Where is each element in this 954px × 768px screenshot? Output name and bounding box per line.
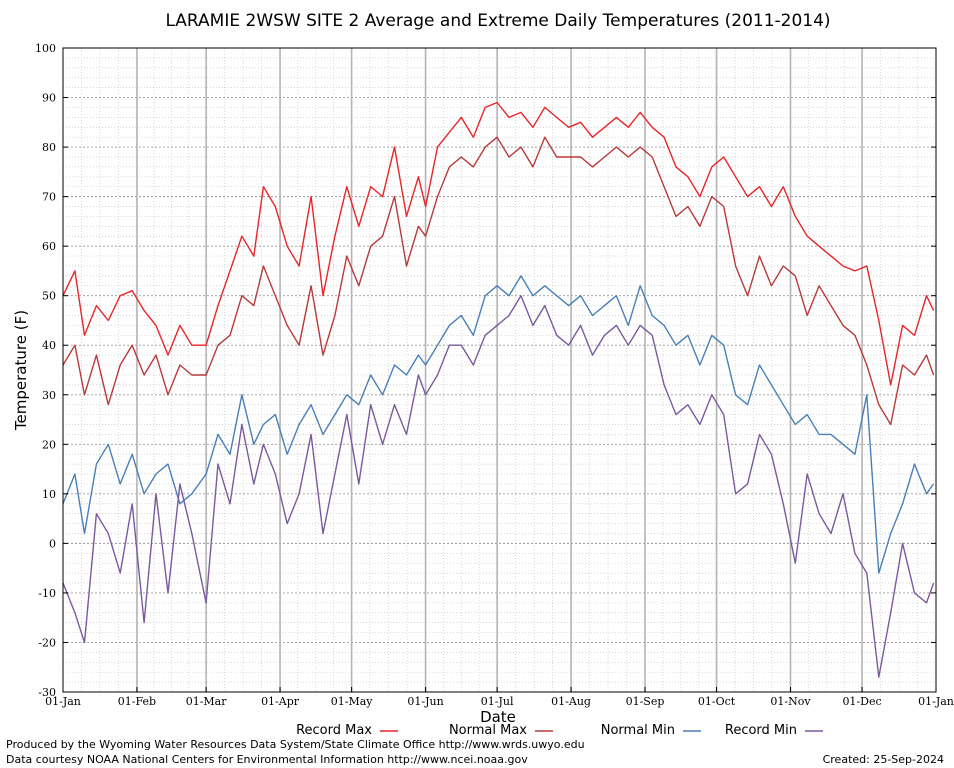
x-tick-label: 01-Apr (261, 695, 300, 708)
y-tick-label: 90 (42, 92, 56, 105)
x-tick-label: 01-Oct (698, 695, 736, 708)
x-tick-label: 01-Nov (770, 695, 811, 708)
y-tick-label: 50 (42, 290, 56, 303)
y-tick-label: 30 (42, 389, 56, 402)
legend: Record Max Normal Max Normal Min Record … (296, 723, 823, 738)
series-line-record-max (62, 101, 935, 386)
legend-label-normal-min: Normal Min (601, 723, 675, 738)
grid (63, 48, 936, 692)
y-tick-label: 20 (42, 438, 56, 451)
series-lines (62, 101, 935, 678)
x-tick-label: 01-Aug (551, 695, 591, 708)
x-tick-label: 01-Sep (626, 695, 665, 708)
footer-created: Created: 25-Sep-2024 (823, 753, 944, 766)
y-tick-label: 40 (42, 339, 56, 352)
x-tick-label: 01-May (331, 695, 374, 708)
y-tick-label: -10 (38, 587, 56, 600)
y-tick-label: 0 (49, 537, 56, 550)
y-tick-label: 70 (42, 191, 56, 204)
y-axis-label: Temperature (F) (12, 310, 30, 431)
series-line-record-min (62, 295, 935, 678)
footer-data-courtesy: Data courtesy NOAA National Centers for … (6, 753, 528, 766)
series-line-normal-min (62, 275, 935, 574)
y-tick-label: 60 (42, 240, 56, 253)
y-tick-label: -20 (38, 636, 56, 649)
x-tick-label: 01-Jul (481, 695, 514, 708)
y-tick-label: 10 (42, 488, 56, 501)
x-tick-label: 01-Jan (45, 695, 81, 708)
y-tick-label: -30 (38, 686, 56, 699)
footer-produced-by: Produced by the Wyoming Water Resources … (6, 738, 585, 751)
x-tick-label: 01-Dec (842, 695, 881, 708)
plot-frame (62, 47, 937, 693)
legend-label-record-min: Record Min (725, 723, 797, 738)
x-tick-label: 01-Mar (186, 695, 228, 708)
y-tick-label: 100 (35, 42, 56, 55)
x-tick-label: 01-Jan (918, 695, 954, 708)
series-line-normal-max (62, 136, 935, 426)
legend-label-record-max: Record Max (296, 723, 372, 738)
chart-title: LARAMIE 2WSW SITE 2 Average and Extreme … (165, 11, 830, 31)
x-axis-ticks: 01-Jan 01-Feb 01-Mar 01-Apr 01-May 01-Jun 01-J… (45, 687, 954, 708)
x-tick-label: 01-Feb (118, 695, 156, 708)
y-tick-label: 80 (42, 141, 56, 154)
x-tick-label: 01-Jun (407, 695, 443, 708)
x-axis-label: Date (480, 708, 516, 726)
legend-label-normal-max: Normal Max (449, 723, 527, 738)
